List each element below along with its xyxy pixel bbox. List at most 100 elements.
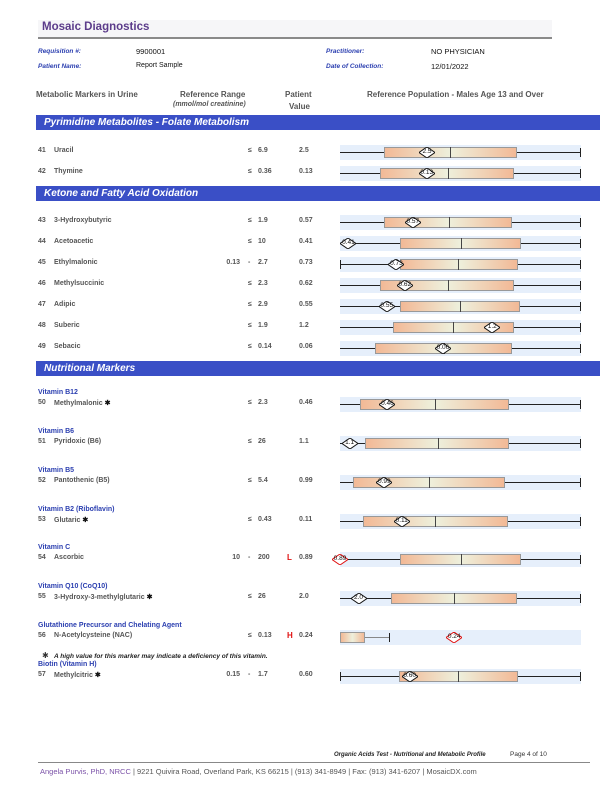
marker-label: 0.62 — [398, 281, 412, 288]
median-line — [434, 516, 436, 527]
patient-value-marker-icon: 0.89 — [332, 554, 348, 565]
marker-group-label: Vitamin B5 — [38, 467, 75, 474]
marker-name: Suberic — [54, 322, 80, 329]
range-operator: ≤ — [248, 632, 252, 639]
median-line — [457, 671, 459, 682]
upper-end-tick — [580, 594, 581, 603]
section-header-ketone: Ketone and Fatty Acid Oxidation — [36, 186, 600, 201]
patient-value: 1.1 — [299, 438, 309, 445]
median-line — [459, 301, 461, 312]
median-line — [447, 168, 449, 179]
patient-value-marker-icon: 0.41 — [340, 238, 357, 249]
practitioner-value: NO PHYSICIAN — [431, 47, 485, 56]
marker-number: 54 — [38, 554, 46, 561]
reference-box — [340, 632, 365, 643]
reference-box — [379, 280, 514, 291]
upper-end-tick — [580, 672, 581, 681]
lower-end-tick — [340, 260, 341, 269]
marker-label: 0.99 — [378, 478, 391, 485]
marker-label: 0.57 — [406, 218, 420, 225]
range-low: 0.13 — [226, 259, 240, 266]
marker-label: 1.2 — [487, 323, 497, 330]
marker-number: 45 — [38, 259, 46, 266]
marker-name: Methylcitric ✱ — [54, 672, 101, 679]
whisker-tick — [388, 633, 390, 642]
reference-box — [380, 168, 514, 179]
section-header-pyrimidine: Pyrimidine Metabolites - Folate Metaboli… — [36, 115, 600, 130]
requisition-label: Requisition #: — [38, 48, 81, 55]
marker-number: 57 — [38, 671, 46, 678]
median-line — [449, 147, 451, 158]
marker-number: 46 — [38, 280, 46, 287]
marker-label: 0.73 — [390, 260, 403, 267]
marker-group-label: Vitamin B12 — [38, 389, 78, 396]
result-flag: L — [287, 553, 292, 562]
patient-value: 0.55 — [299, 301, 313, 308]
marker-label: 0.46 — [381, 400, 394, 407]
star-icon: ✱ — [92, 672, 101, 679]
patient-value-marker-icon: 0.62 — [396, 280, 413, 291]
column-header-patient: Patient — [285, 90, 312, 99]
range-high: 6.9 — [258, 147, 268, 154]
patient-value: 2.5 — [299, 147, 309, 154]
patient-value: 0.46 — [299, 399, 313, 406]
patient-value-marker-icon: 0.11 — [393, 516, 410, 527]
range-high: 0.14 — [258, 343, 272, 350]
patient-value: 0.60 — [299, 671, 313, 678]
patient-value-marker-icon: 1.2 — [484, 322, 501, 333]
patient-value: 0.06 — [299, 343, 313, 350]
reference-box — [364, 438, 510, 449]
marker-label: 0.41 — [342, 239, 355, 246]
range-operator: ≤ — [248, 438, 252, 445]
patient-value-marker-icon: 0.13 — [418, 168, 435, 179]
footnote: A high value for this marker may indicat… — [54, 653, 268, 660]
patient-value-marker-icon: 0.55 — [378, 301, 395, 312]
marker-label: 0.60 — [403, 672, 416, 679]
upper-end-tick — [580, 302, 581, 311]
marker-number: 52 — [38, 477, 46, 484]
patient-value-marker-icon: 0.06 — [434, 343, 451, 354]
star-icon: ✱ — [80, 517, 89, 524]
marker-label: 1.1 — [345, 439, 355, 446]
marker-label: 2.5 — [422, 148, 432, 155]
marker-name: Adipic — [54, 301, 76, 308]
upper-end-tick — [580, 344, 581, 353]
patient-value: 0.57 — [299, 217, 313, 224]
patient-value: 1.2 — [299, 322, 309, 329]
reference-box — [399, 554, 521, 565]
requisition-value: 9900001 — [136, 47, 166, 56]
patient-value: 0.24 — [299, 632, 313, 639]
patient-value-marker-icon: 0.24 — [446, 632, 463, 643]
marker-number: 48 — [38, 322, 46, 329]
patient-value: 0.89 — [299, 554, 313, 561]
range-high: 26 — [258, 438, 266, 445]
upper-end-tick — [580, 218, 581, 227]
marker-number: 42 — [38, 168, 46, 175]
range-operator: ≤ — [248, 593, 252, 600]
collection-date-label: Date of Collection: — [326, 63, 384, 70]
patient-value: 2.0 — [299, 593, 309, 600]
marker-number: 50 — [38, 399, 46, 406]
marker-number: 41 — [38, 147, 46, 154]
range-operator: ≤ — [248, 322, 252, 329]
range-operator: ≤ — [248, 301, 252, 308]
marker-name: 3-Hydroxy-3-methylglutaric ✱ — [54, 594, 153, 601]
median-line — [437, 438, 439, 449]
marker-name: Uracil — [54, 147, 74, 154]
range-operator: - — [248, 671, 251, 678]
marker-number: 43 — [38, 217, 46, 224]
marker-label: 0.06 — [436, 344, 450, 351]
range-operator: ≤ — [248, 280, 252, 287]
patient-value-marker-icon: 0.57 — [404, 217, 421, 228]
marker-label: 0.89 — [333, 555, 347, 562]
range-operator: - — [248, 259, 251, 266]
range-operator: ≤ — [248, 168, 252, 175]
column-header-markers: Metabolic Markers in Urine — [36, 90, 138, 99]
median-line — [460, 554, 462, 565]
marker-group-label: Vitamin C — [38, 544, 71, 551]
footer-lab-director: Angela Purvis, PhD, NRCC — [40, 767, 131, 776]
median-line — [429, 477, 431, 488]
reference-box — [383, 217, 513, 228]
marker-number: 55 — [38, 593, 46, 600]
